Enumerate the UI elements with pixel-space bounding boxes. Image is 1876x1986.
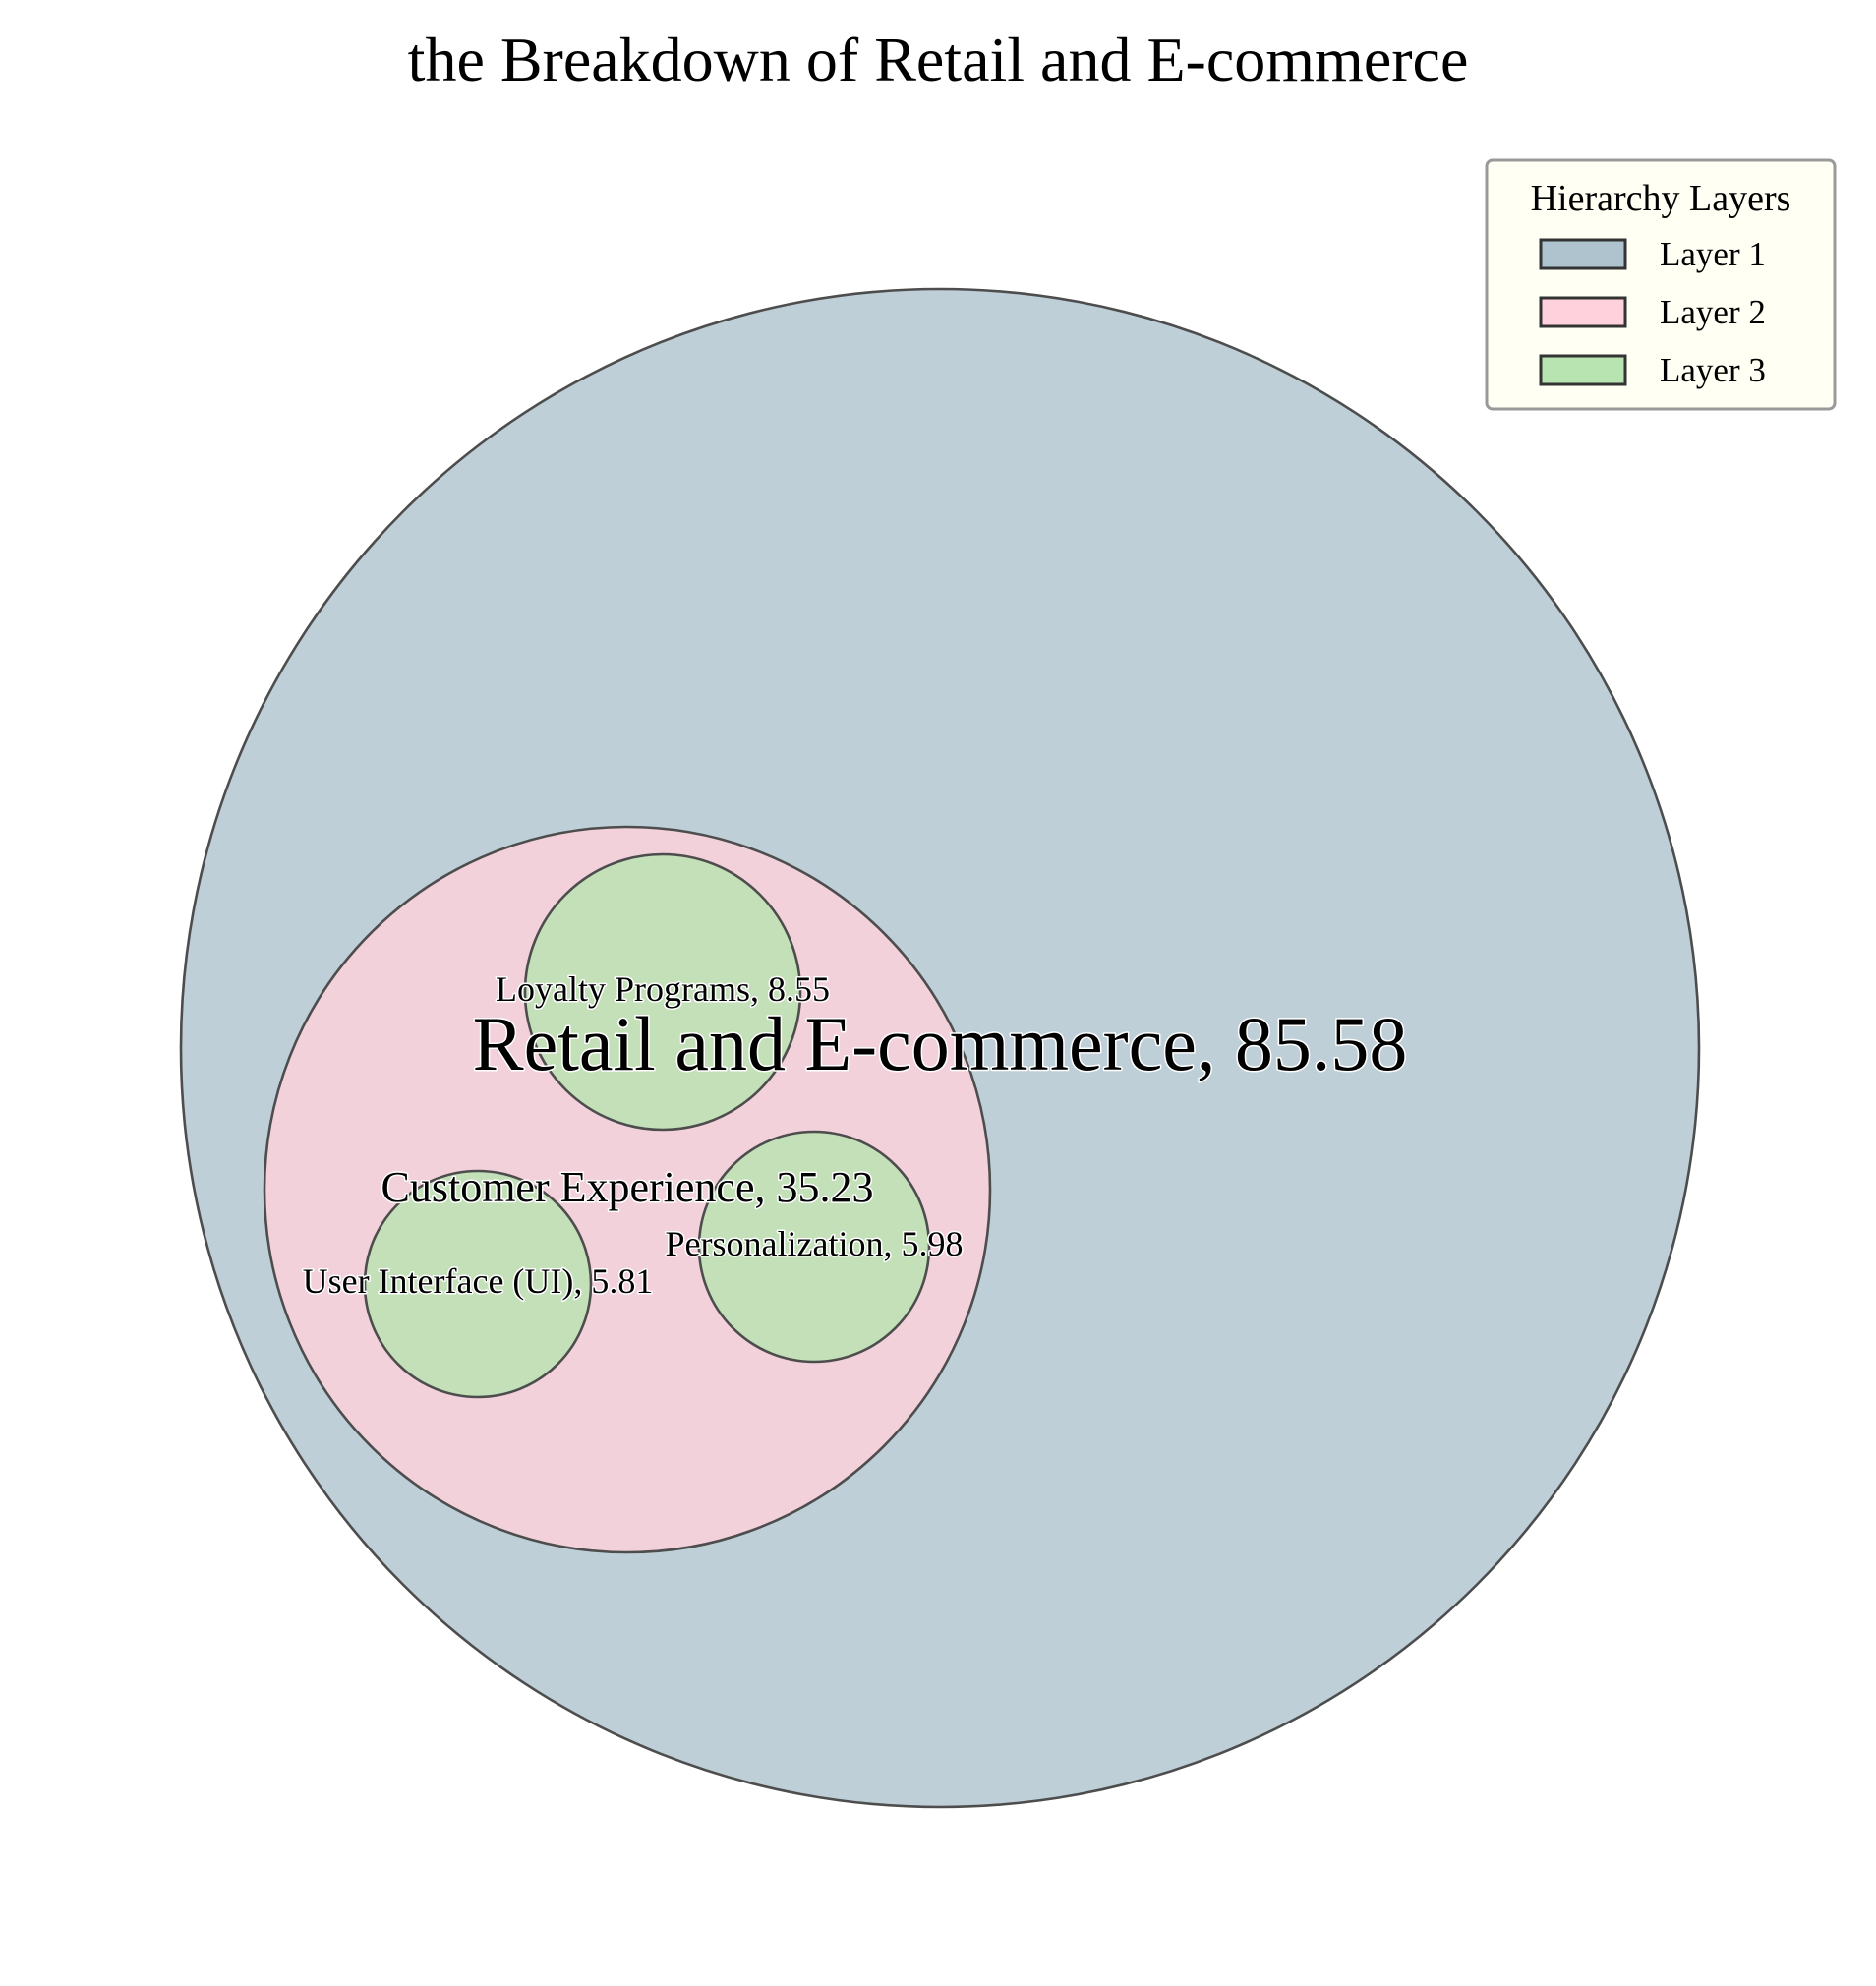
label-retail-and-e-commerce: Retail and E-commerce, 85.58 <box>473 1001 1408 1086</box>
legend-swatch-layer-1 <box>1539 238 1627 270</box>
bubbles-group <box>179 287 1701 1809</box>
legend-items: Layer 1 Layer 2 Layer 3 <box>1539 235 1766 389</box>
legend: Hierarchy Layers Layer 1 Layer 2 Layer 3 <box>1485 158 1837 411</box>
label-loyalty-programs: Loyalty Programs, 8.55 <box>496 969 830 1009</box>
legend-label-layer-3: Layer 3 <box>1660 351 1766 389</box>
legend-swatch-layer-2 <box>1539 296 1627 328</box>
legend-title: Hierarchy Layers <box>1531 178 1791 219</box>
labels-group: Retail and E-commerce, 85.58 Customer Exp… <box>301 968 1409 1303</box>
legend-swatch-layer-3 <box>1539 354 1627 386</box>
legend-box <box>1485 158 1837 411</box>
label-personalization: Personalization, 5.98 <box>666 1224 964 1263</box>
bubble-personalization <box>697 1130 931 1364</box>
label-customer-experience: Customer Experience, 35.23 <box>381 1163 874 1211</box>
chart-title: the Breakdown of Retail and E-commerce <box>408 25 1469 94</box>
bubble-loyalty-programs <box>523 852 802 1132</box>
legend-label-layer-2: Layer 2 <box>1660 293 1766 331</box>
legend-label-layer-1: Layer 1 <box>1660 235 1766 273</box>
bubble-user-interface-ui <box>363 1169 593 1399</box>
label-user-interface-ui: User Interface (UI), 5.81 <box>303 1261 654 1301</box>
